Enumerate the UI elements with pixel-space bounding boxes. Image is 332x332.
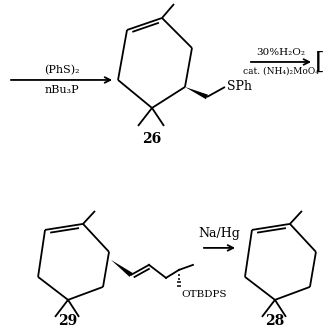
Text: cat. (NH₄)₂MoO₄: cat. (NH₄)₂MoO₄: [243, 67, 319, 76]
Text: SPh: SPh: [227, 80, 252, 94]
Text: OTBDPS: OTBDPS: [181, 290, 226, 299]
Text: Na/Hg: Na/Hg: [199, 227, 240, 240]
Text: 26: 26: [142, 132, 162, 146]
Text: 29: 29: [58, 314, 78, 328]
Polygon shape: [185, 87, 208, 99]
Text: (PhS)₂: (PhS)₂: [44, 65, 79, 75]
Text: 28: 28: [265, 314, 285, 328]
Text: 30%H₂O₂: 30%H₂O₂: [256, 48, 305, 57]
Text: nBu₃P: nBu₃P: [44, 85, 79, 95]
Text: [: [: [315, 50, 325, 73]
Polygon shape: [111, 260, 132, 277]
